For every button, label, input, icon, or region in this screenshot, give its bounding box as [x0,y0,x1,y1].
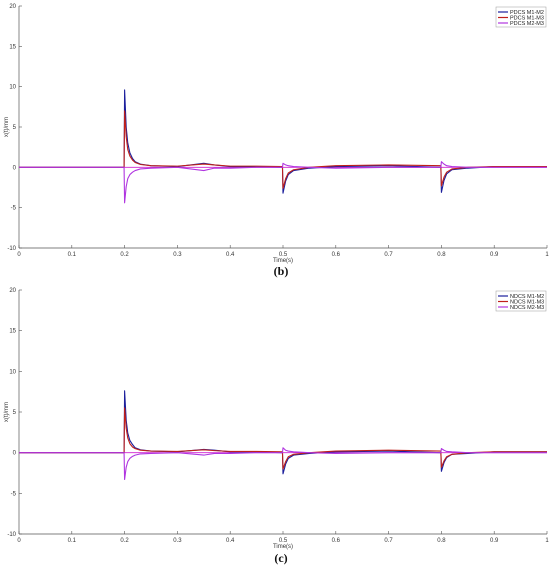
y-tick-label: 15 [9,329,16,335]
series-line-pdcs-m1-m3 [19,110,547,189]
x-tick-label: 0.3 [173,252,182,258]
legend-label: PDCS M2-M3 [510,21,544,27]
y-tick-label: 10 [9,369,16,375]
y-tick-label: 5 [13,410,17,416]
x-tick-label: 1 [545,252,549,258]
y-tick-label: -5 [11,491,17,497]
y-tick-label: -10 [7,532,16,538]
series-line-ndcs-m1-m3 [19,407,547,470]
x-tick-label: 0.2 [120,252,129,258]
x-tick-label: 0.4 [226,252,235,258]
y-tick-label: 20 [9,4,16,10]
y-tick-label: 0 [13,451,17,457]
x-tick-label: 0 [17,538,21,544]
x-tick-label: 0.7 [384,252,393,258]
x-tick-label: 0.6 [332,252,341,258]
x-tick-label: 0.8 [437,252,446,258]
legend-label: NDCS M1-M3 [510,300,544,306]
x-tick-label: 0.9 [490,538,499,544]
legend-label: PDCS M1-M2 [510,10,544,16]
x-tick-label: 0.3 [173,538,182,544]
legend-box [495,290,547,312]
x-tick-label: 0.9 [490,252,499,258]
x-tick-label: 0.1 [68,252,77,258]
chart-panel-b: 0 0.1 0.2 0.3 0.4 0.5 0.6 0.7 0.8 0.9 1 -10 -5 0 5 10 15… [4,4,549,264]
x-tick-label: 0.5 [279,538,288,544]
y-tick-label: 5 [13,125,17,131]
x-tick-label: 1 [545,538,549,544]
x-tick-label: 0.7 [384,538,393,544]
x-tick-label: 0.2 [120,538,129,544]
y-tick-label: -5 [11,206,17,212]
caption-c: (c) [274,551,287,565]
x-tick-label: 0.4 [226,538,235,544]
legend-label: NDCS M2-M3 [510,305,544,311]
legend-label: NDCS M1-M2 [510,294,544,300]
x-axis-label: Time(s) [273,258,293,264]
chart-panel-c: 0 0.1 0.2 0.3 0.4 0.5 0.6 0.7 0.8 0.9 1 -10 -5 0 5 10 15… [4,288,549,550]
x-tick-label: 0.6 [332,538,341,544]
x-axis-label: Time(s) [273,544,293,550]
legend-label: PDCS M1-M3 [510,16,544,22]
y-tick-label: -10 [7,246,16,252]
y-tick-label: 15 [9,44,16,50]
x-tick-label: 0.8 [437,538,446,544]
x-tick-label: 0 [17,252,21,258]
x-tick-label: 0.5 [279,252,288,258]
y-tick-label: 0 [13,165,17,171]
caption-b: (b) [274,264,289,278]
series-line-ndcs-m2-m3 [19,447,547,481]
legend-box [495,6,547,28]
y-tick-label: 10 [9,85,16,91]
y-axis-label: x(t)/mm [4,402,10,422]
y-axis-label: x(t)/mm [4,117,10,137]
y-tick-label: 20 [9,288,16,294]
x-tick-label: 0.1 [68,538,77,544]
series-line-pdcs-m2-m3 [19,161,547,204]
